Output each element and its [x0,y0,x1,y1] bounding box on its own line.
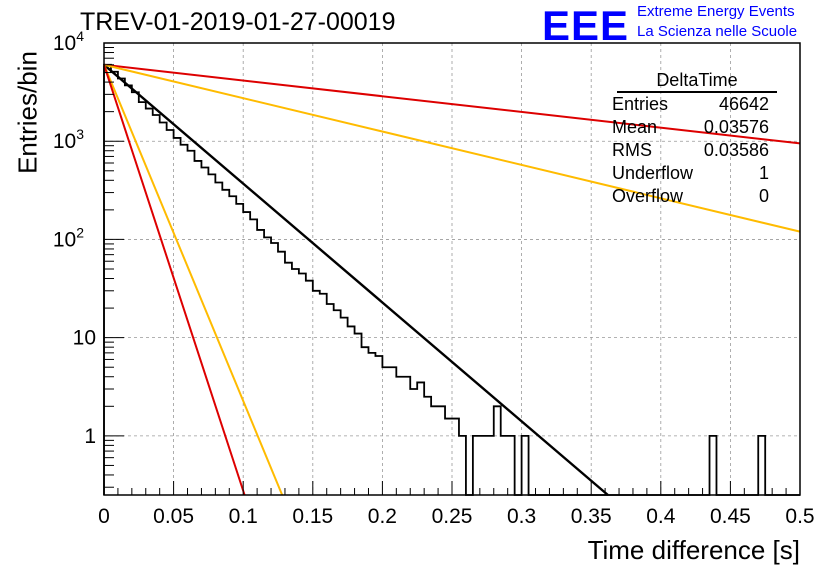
stats-value: 46642 [718,94,769,114]
y-tick-exponent: 4 [76,28,84,44]
x-tick-label: 0.4 [646,505,676,528]
y-tick-base: 10 [53,130,76,153]
stats-value: 0.03586 [703,140,769,160]
x-axis: 0 0.05 0.1 0.15 0.2 0.25 0.3 0.35 0.4 0.45 0.5 [98,481,815,528]
stats-label: RMS [612,140,652,160]
fit-lines [103,63,801,496]
stats-row: Entries 46642 [612,93,777,116]
stats-value: 0.03576 [703,117,769,137]
stats-box: DeltaTime Entries 46642 Mean 0.03576 RMS… [612,70,777,208]
stats-value: 0 [758,186,769,206]
plot-title: TREV-01-2019-01-27-00019 [80,8,396,36]
stats-label: Overflow [612,186,684,206]
stats-row: Mean 0.03576 [612,116,777,139]
x-axis-label: Time difference [s] [587,535,800,565]
stats-row: Overflow 0 [612,185,777,208]
x-tick-label: 0.3 [507,505,536,528]
stats-label: Entries [612,94,669,114]
x-tick-label: 0.05 [153,505,194,528]
fit-line [103,63,609,496]
x-tick-label: 0.35 [571,505,612,528]
y-tick-label: 102 [53,224,84,251]
x-tick-label: 0.1 [229,505,258,528]
stats-label: Mean [612,117,658,137]
eee-logo: EEE [542,2,630,49]
grid-lines [104,43,800,495]
fit-line [103,64,246,496]
y-axis-label: Entries/bin [12,51,43,174]
x-tick-label: 0.45 [710,505,751,528]
stats-value: 1 [758,163,769,183]
fit-line [103,64,284,496]
y-tick-label: 1 [84,425,96,448]
x-tick-label: 0.2 [368,505,397,528]
y-tick-exponent: 3 [76,126,84,142]
stats-row: RMS 0.03586 [612,139,777,162]
y-tick-label: 10 [73,327,96,350]
y-tick-label: 103 [53,126,84,153]
x-tick-label: 0.15 [292,505,333,528]
y-tick-base: 10 [53,228,76,251]
x-tick-label: 0 [98,505,110,528]
stats-label: Underflow [612,163,694,183]
logo-line-1: Extreme Energy Events [637,3,795,20]
y-tick-exponent: 2 [76,224,84,240]
x-tick-label: 0.5 [785,505,814,528]
fit-line [103,63,801,145]
stats-title: DeltaTime [617,70,777,93]
logo-line-2: La Scienza nelle Scuole [637,23,798,40]
x-tick-label: 0.25 [432,505,473,528]
fit-line [103,63,801,233]
stats-row: Underflow 1 [612,162,777,185]
y-tick-label: 104 [53,28,84,55]
y-tick-base: 10 [53,32,76,55]
